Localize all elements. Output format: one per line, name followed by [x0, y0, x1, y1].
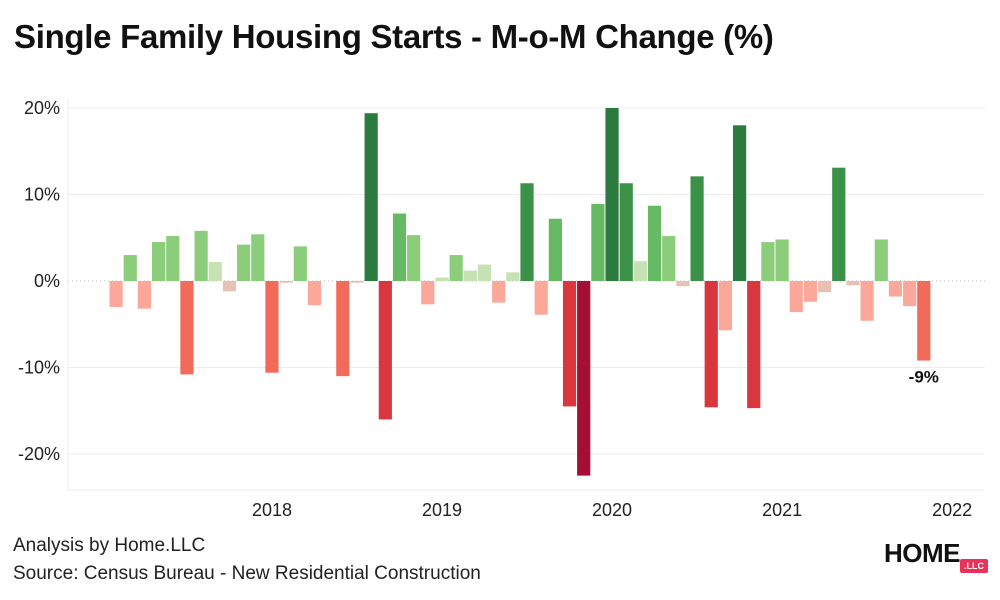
bar — [477, 264, 492, 281]
bar — [109, 281, 123, 307]
bar — [591, 204, 605, 281]
y-tick-label: 20% — [24, 98, 60, 118]
bar — [903, 281, 917, 307]
bar — [449, 255, 463, 281]
bar — [619, 183, 633, 281]
bar — [123, 255, 137, 281]
bar — [407, 235, 421, 281]
bar — [832, 167, 846, 281]
bar — [208, 261, 222, 281]
bar — [222, 281, 237, 292]
bar — [392, 213, 407, 281]
bar — [265, 281, 279, 373]
bar — [747, 281, 761, 409]
bar — [676, 281, 690, 287]
bar — [605, 108, 619, 281]
bar — [506, 272, 520, 281]
bar — [194, 230, 208, 281]
bar — [888, 281, 903, 297]
grid-lines — [67, 98, 985, 491]
bar — [180, 281, 194, 375]
bar — [874, 239, 888, 281]
bar — [633, 261, 647, 281]
bar — [152, 242, 166, 281]
x-tick-label: 2018 — [252, 500, 292, 520]
bar — [463, 270, 477, 281]
bar — [860, 281, 874, 321]
bar — [548, 218, 562, 281]
bar — [704, 281, 718, 408]
bar — [732, 125, 747, 281]
bar — [761, 242, 775, 281]
y-tick-label: 0% — [34, 271, 60, 291]
bar — [718, 281, 733, 331]
bar — [251, 234, 265, 281]
bars — [109, 108, 931, 476]
bar — [775, 239, 789, 281]
bar — [534, 281, 548, 315]
bar — [336, 281, 350, 377]
y-tick-label: -20% — [18, 444, 60, 464]
bar — [577, 281, 591, 476]
bar — [307, 281, 322, 306]
y-tick-label: -10% — [18, 358, 60, 378]
bar — [492, 281, 506, 303]
bar — [690, 176, 704, 281]
bar — [364, 113, 378, 281]
x-axis-ticks: 2018 2019 2020 2021 2022 — [252, 500, 972, 520]
source-credit: Source: Census Bureau - New Residential … — [13, 563, 481, 584]
bar — [137, 281, 152, 309]
analysis-credit: Analysis by Home.LLC — [13, 535, 206, 556]
bar — [435, 277, 449, 281]
logo-badge: .LLC — [960, 559, 988, 573]
bar — [378, 281, 392, 420]
bar — [818, 281, 832, 293]
data-labels: -9% — [909, 368, 939, 387]
bar — [350, 281, 364, 283]
y-axis-ticks: -20% -10% 0% 10% 20% — [18, 98, 60, 464]
bar — [237, 244, 251, 281]
bar — [279, 281, 293, 283]
bar — [293, 246, 307, 281]
bar — [647, 205, 662, 281]
logo-text: HOME — [884, 538, 961, 568]
bar — [166, 236, 180, 281]
bar — [917, 281, 931, 361]
bar — [789, 281, 803, 313]
home-llc-logo: HOME .LLC — [884, 538, 988, 578]
bar — [520, 183, 534, 281]
data-label: -9% — [909, 368, 939, 387]
bar — [846, 281, 860, 286]
x-tick-label: 2020 — [592, 500, 632, 520]
bar — [421, 281, 435, 305]
x-tick-label: 2019 — [422, 500, 462, 520]
y-tick-label: 10% — [24, 185, 60, 205]
bar — [662, 236, 676, 281]
chart-title: Single Family Housing Starts - M-o-M Cha… — [14, 18, 774, 55]
bar — [803, 281, 818, 302]
x-tick-label: 2022 — [932, 500, 972, 520]
x-tick-label: 2021 — [762, 500, 802, 520]
bar — [562, 281, 577, 407]
